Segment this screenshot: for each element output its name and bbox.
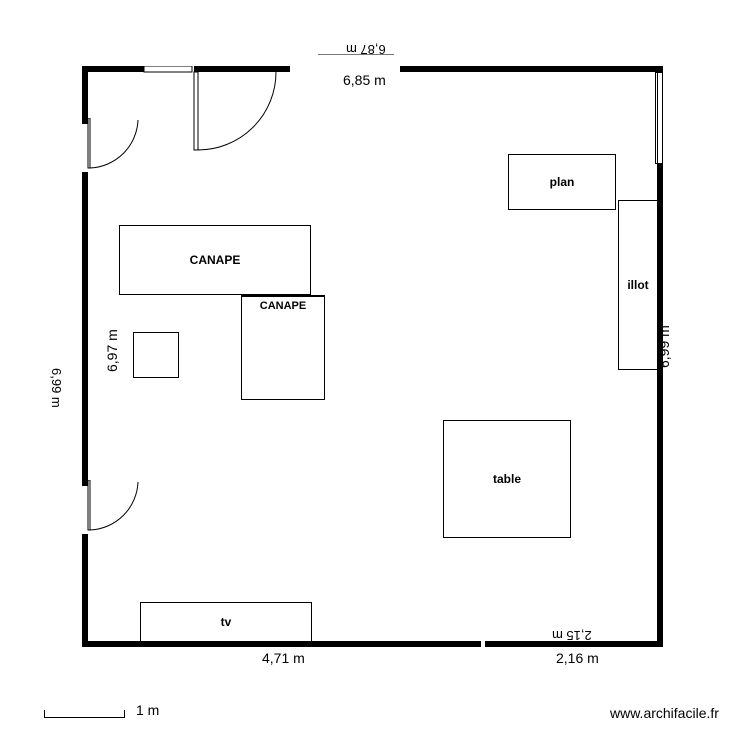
label-canape1: CANAPE [190,253,241,267]
dim-bottom-left: 4,71 m [262,650,305,666]
wall-left-b [82,172,88,486]
floorplan-canvas: CANAPE CANAPE plan illot table tv 6,87 m… [0,0,750,750]
furniture-table: table [443,420,571,538]
label-plan: plan [550,175,575,189]
door-left-upper [82,118,146,182]
scale-bar: 1 m [44,702,204,718]
scale-bar-label: 1 m [136,702,159,718]
label-illot: illot [627,278,648,292]
furniture-canape2-header: CANAPE [241,295,325,315]
wall-top-c [400,66,663,72]
dim-bottom-right-outer: 2,15 m [552,628,592,643]
wall-top-a [82,66,140,72]
dim-left-inner: 6,97 m [104,329,120,372]
door-top [138,66,288,166]
window-right-inner [655,72,657,164]
dim-top-outer: 6,87 m [346,42,386,57]
furniture-canape2-body [241,314,325,400]
wall-left-c [82,534,88,647]
furniture-tv: tv [140,602,312,642]
watermark-text: www.archifacile.fr [610,705,719,721]
wall-left-a [82,66,88,124]
furniture-illot: illot [618,200,658,370]
label-tv: tv [221,615,232,629]
label-canape2: CANAPE [260,300,306,312]
dim-bottom-right: 2,16 m [556,650,599,666]
watermark: www.archifacile.fr [610,705,719,721]
label-table: table [493,472,521,486]
furniture-plan: plan [508,154,616,210]
dim-left-outer: 6,99 m [49,368,64,408]
wall-bottom-notch [480,641,481,647]
furniture-small-square [133,332,179,378]
dim-right-inner: 6,99 m [656,325,672,368]
window-right [657,72,663,164]
door-left-lower [82,480,146,544]
furniture-canape1: CANAPE [119,225,311,295]
dim-top-inner: 6,85 m [343,72,386,88]
